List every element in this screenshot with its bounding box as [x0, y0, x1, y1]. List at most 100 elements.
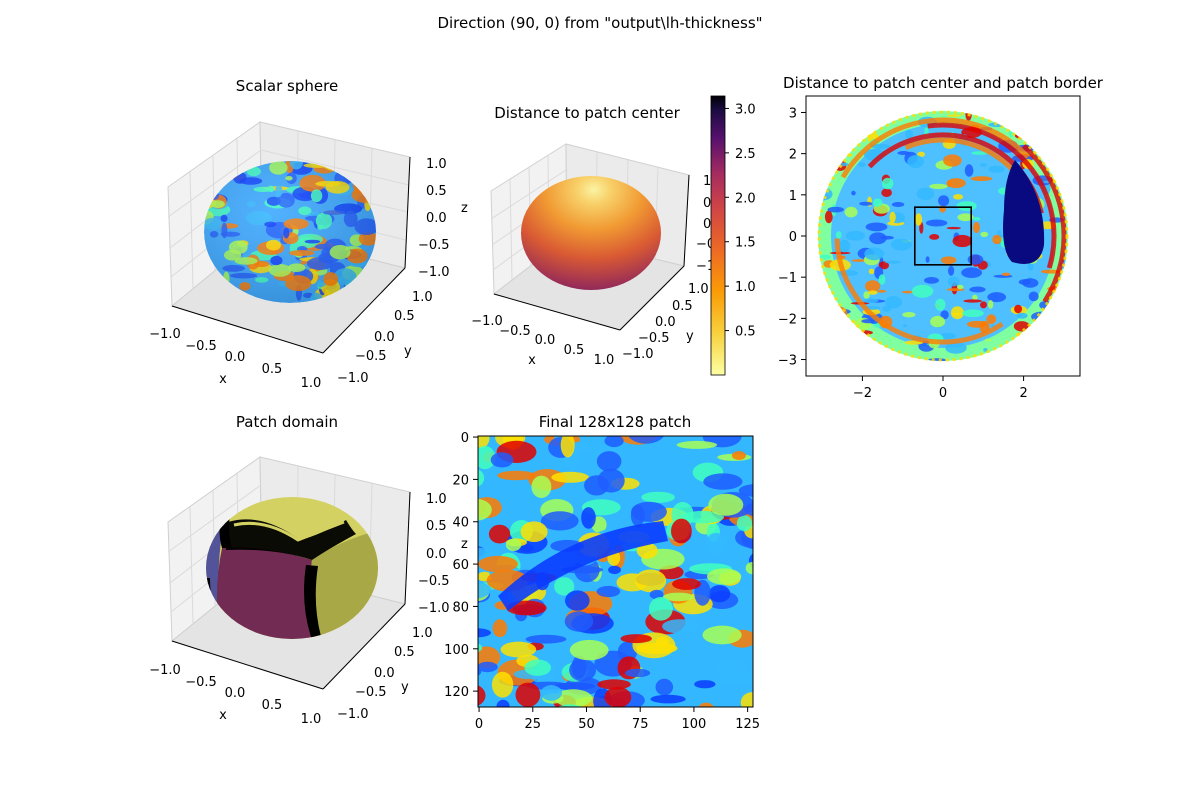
- heatmap-texture-blob: [625, 668, 651, 678]
- x-tick-label: 125: [735, 717, 760, 732]
- patch-heatmap: [478, 436, 753, 707]
- scatter-point-cluster: [890, 238, 912, 251]
- heatmap-texture-blob: [478, 436, 490, 448]
- heatmap-texture-blob: [604, 436, 624, 448]
- scatter-point-cluster: [962, 309, 984, 318]
- scatter-point-cluster: [851, 259, 867, 262]
- x-axis-label: x: [219, 372, 227, 387]
- heatmap-texture-blob: [596, 585, 621, 598]
- heatmap-texture-blob: [705, 533, 728, 555]
- scatter-point-cluster: [917, 151, 925, 157]
- y-tick: 0.0: [655, 315, 676, 330]
- panel-distance-border: Distance to patch center and patch borde…: [778, 74, 1104, 401]
- y-tick-label: 2: [789, 148, 797, 163]
- z-tick: −1: [696, 259, 715, 274]
- scatter-point-cluster: [873, 198, 883, 207]
- scatter-point-cluster: [947, 114, 962, 117]
- z-axis-label: z: [461, 537, 468, 552]
- y-tick-label: 60: [452, 558, 469, 573]
- y-tick: 0.5: [394, 309, 415, 324]
- colorbar-tick-label: 2.5: [735, 147, 756, 162]
- scatter-point-cluster: [915, 213, 923, 226]
- x-tick-label: −2: [853, 386, 872, 401]
- panel-patch-domain: Patch domain: [149, 413, 468, 727]
- scatter-point-cluster: [861, 319, 875, 324]
- heatmap-texture-blob: [604, 686, 632, 707]
- scatter-point-cluster: [940, 256, 957, 265]
- z-tick: 1.0: [426, 492, 447, 507]
- scatter-point-cluster: [902, 324, 908, 328]
- scatter-point-cluster: [878, 261, 889, 270]
- scatter-point-cluster: [905, 129, 914, 139]
- heatmap-texture-blob: [628, 436, 665, 444]
- x-tick-label: 0: [939, 386, 947, 401]
- scatter-ring-arc: [840, 117, 1030, 179]
- final-patch-title: Final 128x128 patch: [539, 413, 692, 431]
- heatmap-texture-blob: [663, 592, 694, 602]
- scatter-point-cluster: [948, 265, 955, 276]
- colorbar-tick-label: 0.5: [735, 325, 756, 340]
- scatter-ring-arc: [927, 122, 1057, 269]
- heatmap-texture-blob: [524, 659, 551, 676]
- scatter-point-cluster: [1016, 312, 1028, 319]
- x-tick: 1.0: [301, 376, 322, 391]
- scatter-point-cluster: [885, 296, 903, 309]
- y-tick: 0.5: [394, 645, 415, 660]
- y-tick-label: −2: [778, 312, 797, 327]
- y-tick-label: 0: [461, 431, 469, 446]
- heatmap-texture-blob: [708, 585, 731, 603]
- heatmap-texture-blob: [478, 555, 518, 573]
- heatmap-texture-blob: [597, 679, 631, 690]
- heatmap-texture-blob: [505, 538, 522, 552]
- heatmap-texture-blob: [656, 636, 669, 647]
- scatter-point-cluster: [845, 230, 865, 241]
- heatmap-texture-blob: [698, 702, 715, 707]
- colorbar-gradient: [710, 95, 726, 376]
- scatter-point-cluster: [980, 163, 987, 167]
- x-axis-label: x: [528, 353, 536, 368]
- x-tick-label: 100: [682, 717, 707, 732]
- y-tick: 1.0: [688, 282, 709, 297]
- heatmap-texture-blob: [715, 659, 750, 675]
- panel-scalar-sphere: Scalar sphere −1.0 −0.5 0.0: [149, 77, 449, 391]
- heatmap-texture-blob: [649, 597, 673, 621]
- heatmap-texture-blob: [525, 634, 567, 644]
- figure-suptitle: Direction (90, 0) from "output\lh-thickn…: [437, 14, 762, 32]
- scatter-point-cluster: [996, 230, 1002, 235]
- y-tick: 1.0: [412, 626, 433, 641]
- colorbar-tick-label: 3.0: [735, 102, 756, 117]
- scatter-point-cluster: [972, 217, 981, 221]
- heatmap-texture-blob: [581, 507, 596, 529]
- scatter-point-cluster: [987, 292, 1007, 303]
- scatter-point-cluster: [980, 301, 987, 309]
- scatter-point-cluster: [961, 267, 982, 279]
- scatter-point-cluster: [868, 268, 875, 275]
- heatmap-texture-blob: [478, 643, 483, 653]
- x-tick: 0.5: [564, 343, 585, 358]
- heatmap-texture-blob: [634, 569, 667, 593]
- z-tick: 1: [703, 174, 711, 189]
- z-tick: −0: [696, 237, 715, 252]
- scatter-point-cluster: [881, 188, 892, 197]
- scatter-point-cluster: [946, 226, 961, 230]
- z-tick: 1.0: [426, 157, 447, 172]
- heatmap-texture-blob: [497, 470, 536, 481]
- colorbar-tick-label: 1.5: [735, 236, 756, 251]
- heatmap-texture-blob: [554, 689, 593, 707]
- scatter-point-cluster: [957, 213, 974, 222]
- heatmap-texture-blob: [478, 667, 482, 676]
- heatmap-band: [498, 521, 668, 611]
- scatter-point-cluster: [902, 312, 916, 318]
- scatter-point-cluster: [913, 161, 921, 165]
- scatter-point-cluster: [827, 206, 844, 213]
- y-tick: 0.5: [672, 299, 693, 314]
- scatter-point-cluster: [986, 314, 997, 325]
- scatter-point-cluster: [952, 234, 973, 248]
- y-tick: −0.5: [355, 349, 387, 364]
- scatter-point-cluster: [1018, 279, 1031, 285]
- scatter-point-cluster: [869, 232, 887, 245]
- scatter-point-cluster: [1014, 304, 1023, 314]
- scatter-point-cluster: [970, 176, 993, 182]
- distance-center-axes: [493, 174, 690, 331]
